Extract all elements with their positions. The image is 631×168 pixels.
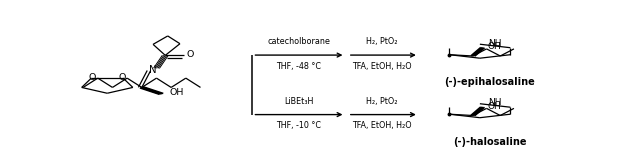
Text: catecholborane: catecholborane [268, 37, 331, 46]
Text: TFA, EtOH, H₂O: TFA, EtOH, H₂O [352, 121, 412, 130]
Text: H₂, PtO₂: H₂, PtO₂ [367, 97, 398, 106]
Text: H₂, PtO₂: H₂, PtO₂ [367, 37, 398, 46]
Text: O: O [119, 73, 126, 82]
Text: THF, -48 °C: THF, -48 °C [276, 61, 321, 71]
Text: O: O [89, 73, 96, 82]
Text: OH: OH [488, 43, 502, 51]
Text: THF, -10 °C: THF, -10 °C [276, 121, 321, 130]
Text: TFA, EtOH, H₂O: TFA, EtOH, H₂O [352, 61, 412, 71]
Text: NH: NH [488, 39, 502, 48]
Text: (-)-halosaline: (-)-halosaline [453, 137, 526, 147]
Text: LiBEt₃H: LiBEt₃H [284, 97, 314, 106]
Text: OH: OH [488, 102, 502, 111]
Text: (-)-epihalosaline: (-)-epihalosaline [444, 77, 535, 87]
Text: OH: OH [170, 88, 184, 97]
Text: N: N [150, 65, 157, 75]
Text: NH: NH [488, 98, 502, 107]
Text: O: O [187, 50, 194, 59]
